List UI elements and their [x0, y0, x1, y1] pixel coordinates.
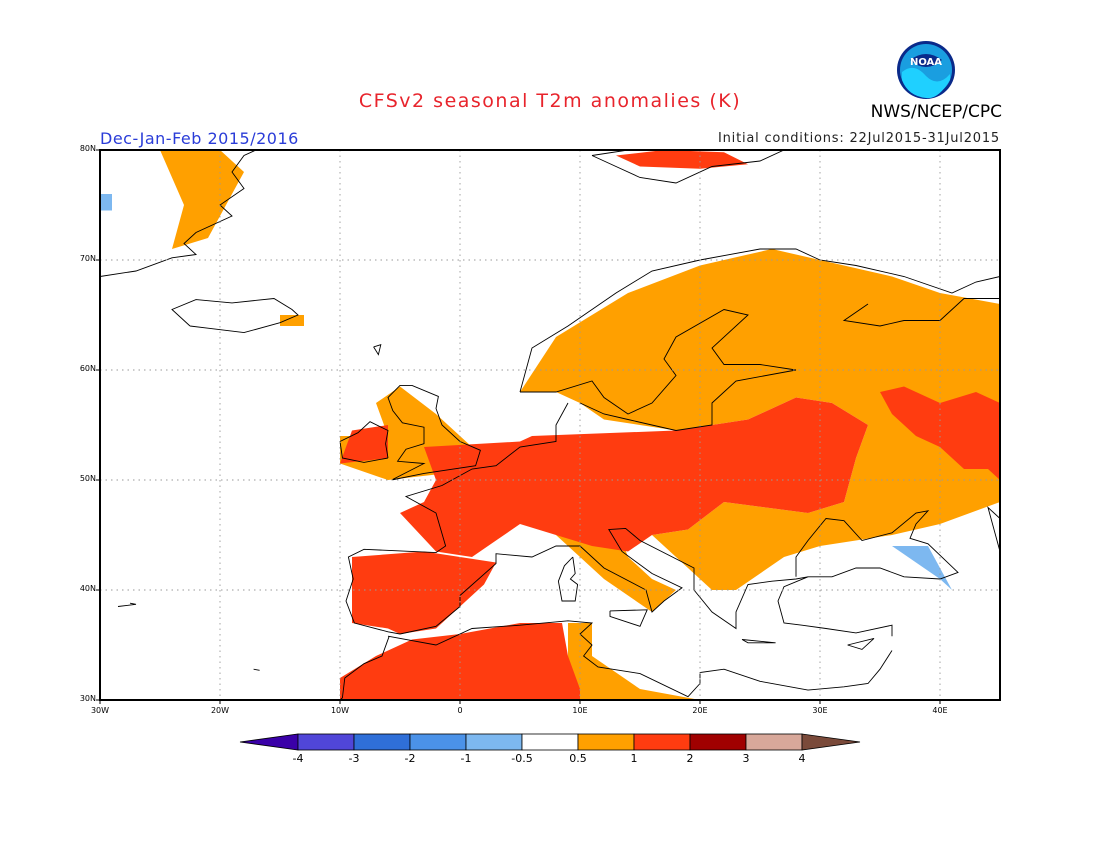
- coast-west-europe: [345, 402, 569, 635]
- anomaly-region-greenland-east: [160, 150, 244, 249]
- colorbar-segment-1: [297, 733, 355, 751]
- colorbar-label: 2: [686, 752, 694, 765]
- anomaly-region-tunisia-libya: [568, 623, 700, 700]
- colorbar-segment-4: [465, 733, 523, 751]
- colorbar-segment-6: [577, 733, 635, 751]
- agency-label: NWS/NCEP/CPC: [870, 102, 1002, 122]
- lon-label-20W: 20W: [210, 706, 230, 715]
- coast-europe-north: [519, 248, 1000, 393]
- colorbar-label: -4: [292, 752, 304, 765]
- coast-white-sea: [842, 298, 1000, 327]
- lat-label-40N: 40N: [79, 584, 96, 593]
- lon-label-0: 0: [457, 706, 463, 715]
- coast-corsica-sardinia: [557, 556, 579, 602]
- coast-faroe: [373, 344, 382, 356]
- colorbar-segment-7: [633, 733, 691, 751]
- colorbar-segment-2: [353, 733, 411, 751]
- lon-label-10W: 10W: [330, 706, 350, 715]
- anomaly-region-ireland-uk: [340, 425, 388, 464]
- anomaly-region-caucasus: [892, 546, 952, 590]
- noaa-logo: NOAA: [897, 41, 955, 99]
- colorbar-label: 1: [630, 752, 638, 765]
- anomaly-region-western-central-europe: [400, 397, 868, 557]
- coast-madeira: [253, 668, 260, 671]
- lon-label-10E: 10E: [572, 706, 588, 715]
- lat-label-50N: 50N: [79, 474, 96, 483]
- anomaly-region-scandinavia-finland-west-russia: [520, 249, 1000, 590]
- lon-label-30W: 30W: [90, 706, 110, 715]
- colorbar-label: -3: [348, 752, 360, 765]
- colorbar-segment-8: [689, 733, 747, 751]
- anomaly-region-svalbard-west: [100, 194, 112, 211]
- coast-britain: [387, 384, 481, 481]
- anomaly-region-svalbard-north: [616, 150, 748, 169]
- colorbar-label: 3: [742, 752, 750, 765]
- lon-label-40E: 40E: [932, 706, 948, 715]
- coast-azores: [117, 602, 137, 607]
- coast-north-africa: [387, 620, 893, 698]
- coast-black-sea: [795, 510, 959, 580]
- coast-svalbard: [591, 150, 785, 184]
- colorbar-segment-3: [409, 733, 467, 751]
- colorbar-label: 4: [798, 752, 806, 765]
- coast-caspian: [987, 506, 1000, 568]
- coast-cyprus: [847, 637, 875, 650]
- coast-iceland: [171, 298, 299, 334]
- anomaly-region-russia-east: [880, 386, 1000, 480]
- colorbar-segment-9: [745, 733, 803, 751]
- colorbar-label: -2: [404, 752, 416, 765]
- colorbar-arrow-low: [239, 733, 299, 751]
- map-frame: [99, 149, 1001, 701]
- lon-label-20E: 20E: [692, 706, 708, 715]
- anomaly-region-iceland-east: [280, 315, 304, 326]
- coast-novaya: [999, 248, 1000, 249]
- colorbar-label: -0.5: [511, 752, 533, 765]
- coast-atlantic-africa: [339, 636, 390, 700]
- anomaly-region-iberia: [352, 551, 496, 634]
- chart-title: CFSv2 seasonal T2m anomalies (K): [358, 90, 742, 112]
- coast-mediterranean-north: [399, 527, 893, 637]
- lat-label-80N: 80N: [79, 144, 96, 153]
- coast-baltic: [520, 309, 797, 431]
- colorbar-label: 0.5: [569, 752, 587, 765]
- lat-label-60N: 60N: [79, 364, 96, 373]
- coast-sicily: [609, 609, 648, 627]
- coast-crete: [741, 639, 776, 644]
- season-label: Dec-Jan-Feb 2015/2016: [100, 129, 299, 148]
- coast-ireland: [339, 421, 389, 463]
- initial-conditions-label: Initial conditions: 22Jul2015-31Jul2015: [717, 131, 1000, 146]
- lat-label-70N: 70N: [79, 254, 96, 263]
- colorbar-label: -1: [460, 752, 472, 765]
- lon-label-30E: 30E: [812, 706, 828, 715]
- colorbar-segment-5: [521, 733, 579, 751]
- noaa-logo-text: NOAA: [910, 57, 942, 68]
- colorbar-arrow-high: [801, 733, 861, 751]
- lat-label-30N: 30N: [79, 694, 96, 703]
